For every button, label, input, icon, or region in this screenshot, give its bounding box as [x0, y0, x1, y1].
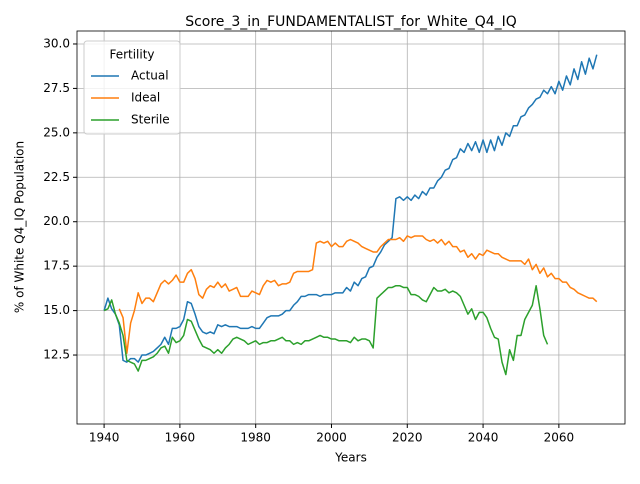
x-tick-label: 2000	[316, 431, 347, 445]
legend-label: Ideal	[131, 91, 160, 105]
x-axis-label: Years	[334, 451, 367, 465]
y-tick-label: 27.5	[43, 81, 70, 95]
x-tick-label: 1940	[89, 431, 120, 445]
y-tick-label: 25.0	[43, 125, 70, 139]
y-axis-label: % of White Q4_IQ Population	[13, 141, 27, 313]
x-tick-label: 2040	[468, 431, 499, 445]
legend-title: Fertility	[109, 48, 154, 62]
legend-label: Sterile	[131, 113, 170, 127]
y-tick-label: 15.0	[43, 303, 70, 317]
y-tick-label: 17.5	[43, 259, 70, 273]
legend-label: Actual	[131, 69, 169, 83]
x-tick-label: 1980	[240, 431, 271, 445]
data-line	[103, 54, 598, 363]
y-tick-label: 30.0	[43, 36, 70, 50]
y-tick-label: 12.5	[43, 348, 70, 362]
data-line	[103, 284, 549, 376]
chart-title: Score_3_in_FUNDAMENTALIST_for_White_Q4_I…	[185, 14, 517, 30]
plot-frame	[76, 30, 626, 425]
y-tick-label: 22.5	[43, 170, 70, 184]
x-tick-label: 2060	[544, 431, 575, 445]
x-tick-label: 2020	[392, 431, 423, 445]
data-line	[118, 235, 598, 355]
legend-box	[83, 40, 181, 135]
x-tick-label: 1960	[165, 431, 196, 445]
y-tick-label: 20.0	[43, 214, 70, 228]
